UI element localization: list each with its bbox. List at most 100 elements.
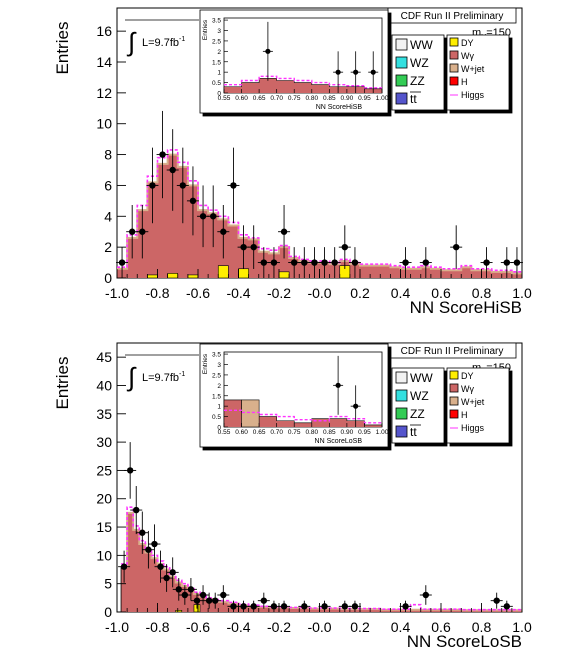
data-point — [311, 259, 318, 266]
legend-label-ttbar: tt — [410, 92, 417, 106]
y-tick-label: 0 — [104, 604, 112, 620]
data-point — [199, 591, 207, 599]
legend-label-ww: WW — [410, 38, 433, 52]
x-tick-label: -0.6 — [186, 285, 210, 301]
x-tick-label: -0.2 — [267, 285, 291, 301]
legend-label-dy: DY — [461, 38, 474, 48]
data-point — [189, 197, 197, 205]
inset-y-tick-label: 1 — [217, 70, 221, 77]
x-axis-label: NN ScoreHiSB — [410, 298, 522, 317]
data-point — [402, 603, 409, 610]
inset-y-axis-label: Entries — [202, 353, 209, 374]
data-point — [503, 259, 511, 266]
lumi-sup: -1 — [179, 371, 185, 378]
legend-box-right — [446, 367, 510, 444]
legend-swatch-wgamma — [449, 50, 459, 60]
legend-swatch-dy — [449, 37, 459, 47]
inset-x-tick-label: 0.60 — [235, 95, 248, 102]
chart-title: CDF Run II Preliminary — [401, 11, 504, 22]
data-point — [169, 166, 176, 174]
legend-label-zz: ZZ — [410, 74, 425, 88]
x-tick-label: -0.4 — [226, 619, 250, 635]
data-point — [230, 603, 237, 610]
data-point — [133, 506, 140, 514]
x-tick-label: -0.6 — [186, 619, 210, 635]
y-tick-label: 5 — [104, 576, 112, 592]
data-point — [157, 563, 164, 570]
data-point — [230, 182, 237, 189]
x-tick-label: 0.4 — [391, 285, 411, 301]
x-tick-label: -0.8 — [145, 285, 169, 301]
data-point — [169, 569, 176, 576]
x-tick-label: -0.0 — [307, 285, 331, 301]
inset-x-tick-label: 1.00 — [376, 95, 389, 102]
data-point — [351, 603, 359, 610]
data-point — [151, 540, 158, 548]
y-tick-label: 20 — [96, 491, 112, 507]
legend-label-h: H — [461, 77, 468, 87]
y-tick-label: 15 — [96, 519, 112, 535]
x-tick-label: -1.0 — [105, 619, 129, 635]
legend-swatch-h — [449, 409, 459, 419]
legend-label-wz: WZ — [410, 389, 429, 403]
data-point — [301, 259, 308, 266]
dy-bar — [147, 274, 158, 279]
data-point — [270, 259, 278, 266]
inset-y-tick-label: 2 — [217, 49, 221, 56]
legend-swatch-ttbar — [395, 425, 408, 438]
data-point — [179, 182, 187, 189]
inset-y-tick-label: 0 — [217, 91, 221, 98]
inset-data-point — [265, 48, 271, 54]
x-tick-label: 0.2 — [350, 285, 370, 301]
legend-label-higgs: Higgs — [461, 423, 485, 433]
data-point — [220, 591, 227, 599]
data-point — [321, 603, 328, 610]
inset-y-axis-label: Entries — [202, 19, 209, 40]
data-point — [341, 243, 349, 251]
mass-m: m — [472, 27, 481, 39]
y-tick-label: 40 — [96, 377, 112, 393]
data-point — [341, 603, 349, 610]
legend-label-wjet: W+jet — [461, 397, 485, 407]
inset-y-tick-label: 2.5 — [212, 372, 221, 379]
legend-swatch-zz — [395, 74, 408, 87]
data-point — [181, 591, 189, 599]
data-point — [513, 259, 521, 266]
legend-label-ww: WW — [410, 371, 433, 385]
inset-x-tick-label: 0.70 — [270, 95, 283, 102]
data-point — [301, 603, 308, 610]
legend-label-ttbar: tt — [410, 425, 417, 439]
legend-swatch-wjet — [449, 63, 459, 73]
data-point — [193, 597, 201, 604]
legend-swatch-wz — [395, 56, 408, 69]
inset-x-axis-label: NN ScoreHiSB — [316, 104, 363, 111]
legend-label-higgs: Higgs — [461, 90, 485, 100]
inset-x-tick-label: 1.00 — [376, 429, 389, 436]
chart-title: CDF Run II Preliminary — [401, 346, 504, 357]
inset-frame-outer — [199, 343, 389, 448]
x-tick-label: -1.0 — [105, 285, 129, 301]
inset-y-tick-label: 3.5 — [212, 18, 221, 25]
inset-x-tick-label: 0.95 — [358, 95, 371, 102]
data-point — [205, 597, 213, 604]
data-point — [452, 243, 460, 251]
data-point — [120, 563, 128, 570]
dy-bar — [167, 273, 179, 279]
x-axis-label: NN ScoreLoSB — [407, 632, 522, 651]
inset-y-tick-label: 1 — [217, 404, 221, 411]
y-tick-label: 6 — [104, 177, 112, 193]
y-axis-label: Entries — [53, 357, 72, 410]
inset-wjet-bar — [241, 399, 260, 428]
inset-x-tick-label: 0.90 — [341, 429, 354, 436]
data-point — [187, 586, 195, 593]
data-point — [503, 603, 511, 610]
dy-bar — [278, 271, 290, 279]
data-point — [163, 574, 170, 582]
inset-data-point — [335, 382, 341, 388]
y-tick-label: 45 — [96, 349, 112, 365]
dy-bar — [217, 265, 229, 279]
inset-y-tick-label: 0.5 — [212, 80, 221, 87]
x-tick-label: -0.2 — [267, 619, 291, 635]
y-tick-label: 25 — [96, 462, 112, 478]
